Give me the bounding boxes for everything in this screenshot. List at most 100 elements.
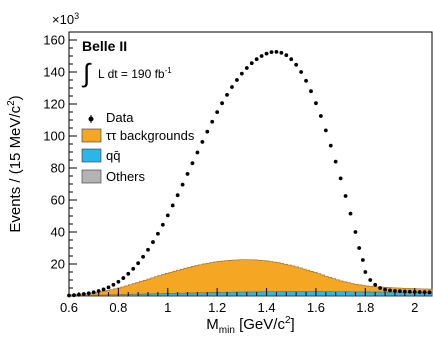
data-point	[244, 66, 249, 70]
data-point	[126, 271, 131, 276]
x-tick-label: 2	[411, 300, 418, 315]
experiment-label: Belle II	[82, 38, 127, 54]
y-tick-label: 40	[51, 225, 65, 240]
data-point	[397, 289, 402, 294]
data-point	[155, 231, 160, 236]
data-point	[333, 159, 338, 164]
data-point	[360, 258, 365, 262]
data-point	[170, 203, 175, 208]
data-point	[146, 247, 150, 252]
y-multiplier: ×103	[52, 11, 79, 27]
data-point	[131, 266, 136, 271]
data-point	[373, 282, 378, 287]
data-point	[205, 129, 210, 134]
x-tick-label: 1.8	[356, 300, 374, 315]
legend-swatch	[81, 128, 102, 143]
data-layer	[67, 49, 432, 298]
integral-sign: ∫	[81, 58, 92, 88]
data-point	[254, 57, 259, 62]
y-tick-label: 100	[43, 129, 65, 144]
y-multiplier-base: ×10	[52, 12, 74, 27]
data-point	[279, 50, 284, 55]
data-point	[378, 286, 383, 290]
y-tick-label: 60	[51, 193, 65, 208]
data-point	[190, 161, 195, 166]
y-tick-label: 20	[51, 257, 65, 272]
data-point	[239, 71, 244, 76]
data-point	[388, 288, 392, 293]
data-point	[309, 89, 313, 94]
data-point	[111, 282, 116, 287]
legend-label: Data	[106, 110, 134, 125]
x-axis-label: Mmin [GeV/c2]	[206, 315, 294, 336]
data-point	[141, 254, 145, 259]
legend-swatch	[81, 169, 102, 184]
data-point	[323, 128, 328, 133]
x-tick-label: 1	[164, 300, 171, 315]
data-point	[274, 49, 279, 54]
data-point	[160, 222, 165, 227]
data-point	[304, 78, 308, 83]
data-point	[215, 110, 220, 115]
data-point	[294, 62, 299, 67]
data-point	[121, 276, 126, 280]
data-point	[299, 70, 304, 74]
x-label-units: [GeV/c	[239, 316, 285, 333]
data-point	[328, 143, 333, 148]
data-point	[338, 176, 343, 181]
data-point	[180, 182, 185, 187]
legend-label: Others	[106, 169, 146, 184]
legend: Data ττ backgrounds qq̄ Others	[81, 110, 195, 184]
data-point	[235, 78, 239, 82]
x-label-units-end: ]	[291, 316, 295, 333]
data-point	[363, 270, 368, 274]
data-point	[210, 119, 215, 124]
data-point	[417, 290, 422, 294]
data-point	[353, 230, 358, 234]
data-point	[427, 290, 432, 295]
data-point	[136, 261, 141, 266]
y-label-end: )	[7, 95, 24, 100]
y-label-main: Events / (15 MeV/c	[7, 105, 24, 232]
y-tick-label: 160	[43, 33, 65, 48]
x-label-units-sup: 2	[285, 315, 291, 326]
data-point	[81, 292, 86, 296]
data-point	[249, 61, 254, 66]
data-point	[284, 53, 289, 58]
x-tick-label: 1.4	[258, 300, 276, 315]
data-point	[314, 101, 318, 106]
luminosity-exp: -1	[165, 66, 173, 75]
axes-layer: 0.6 0.8 1 1.2 1.4 1.6 1.8 2 20 40 60 80 100 120 140 160	[43, 31, 426, 315]
data-point	[357, 246, 362, 250]
data-point	[185, 172, 190, 176]
data-point	[175, 193, 180, 198]
x-label-main: M	[206, 316, 219, 333]
x-tick-label: 1.6	[307, 300, 325, 315]
y-label-sup: 2	[6, 100, 17, 106]
data-point	[220, 101, 225, 106]
data-point	[96, 289, 101, 293]
luminosity-label: L dt = 190 fb-1	[98, 66, 172, 81]
data-point	[72, 293, 76, 298]
legend-label: qq̄	[106, 148, 120, 163]
data-point	[343, 194, 348, 198]
data-point	[264, 51, 269, 56]
data-point	[289, 57, 294, 62]
legend-swatch	[81, 148, 102, 163]
data-point	[106, 285, 111, 290]
data-point	[91, 290, 96, 295]
x-tick-label: 1.2	[208, 300, 226, 315]
data-point	[402, 289, 407, 294]
y-tick-label: 80	[51, 161, 65, 176]
x-tick-label: 0.8	[109, 300, 127, 315]
luminosity-value: L dt = 190 fb	[98, 67, 165, 81]
data-point	[151, 240, 155, 244]
data-point	[348, 211, 353, 216]
data-point	[195, 150, 200, 155]
y-multiplier-exp: 3	[74, 11, 79, 21]
y-axis-label: Events / (15 MeV/c2)	[6, 95, 24, 232]
data-point	[200, 140, 205, 144]
data-point	[230, 85, 234, 89]
data-point	[225, 92, 229, 97]
